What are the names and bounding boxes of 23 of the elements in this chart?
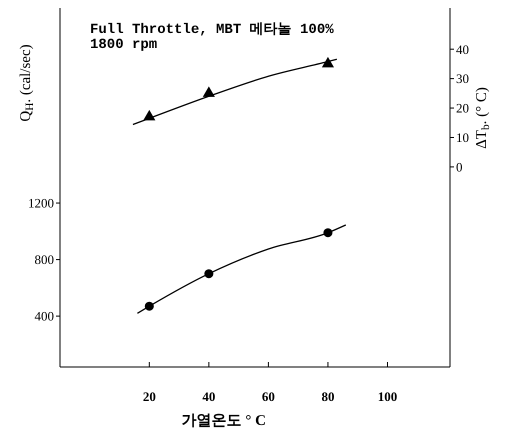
point	[202, 86, 215, 97]
x-tick-label: 40	[202, 389, 216, 404]
y2-tick-label: 0	[456, 160, 462, 175]
point	[144, 302, 154, 311]
x-tick-label: 60	[262, 389, 275, 404]
x-axis-title: 가열온도 ° C	[182, 413, 266, 429]
y-tick-label: 1200	[28, 196, 54, 211]
y-tick-label: 800	[34, 252, 54, 268]
annotation: Full Throttle, MBT 메타놀 100%	[90, 22, 334, 38]
point	[323, 228, 332, 238]
x-tick-label: 100	[378, 389, 398, 404]
point	[322, 56, 334, 68]
annotation: 1800 rpm	[90, 37, 158, 53]
x-tick-label: 20	[142, 389, 156, 404]
y2-tick-label: 10	[456, 130, 469, 146]
y-tick-label: 400	[34, 308, 54, 324]
point	[204, 269, 214, 278]
x-tick-label: 80	[321, 389, 334, 404]
y2-tick-label: 40	[456, 42, 469, 57]
y2-tick-label: 30	[456, 71, 469, 86]
point	[143, 110, 156, 120]
line-series	[136, 224, 346, 314]
y2-tick-label: 20	[456, 100, 469, 116]
